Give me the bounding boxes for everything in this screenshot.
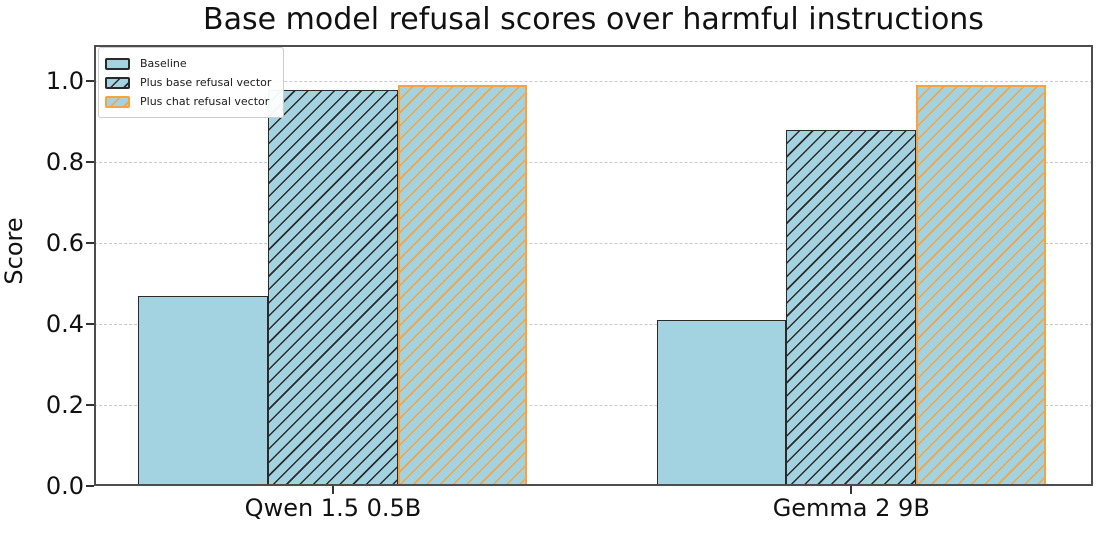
legend-label-plus-base-refusal-vector: Plus base refusal vector — [140, 76, 272, 89]
gridline-0.8 — [94, 162, 1093, 164]
y-tick-label-0.0: 0.0 — [45, 472, 84, 500]
y-tick-mark-0.4 — [86, 323, 94, 326]
x-tick-label-gemma-2-9b: Gemma 2 9B — [772, 494, 930, 522]
y-tick-label-1.0: 1.0 — [45, 67, 84, 96]
legend-label-plus-chat-refusal-vector: Plus chat refusal vector — [140, 95, 270, 108]
legend-swatch-plus-base-refusal-vector — [105, 76, 130, 89]
x-tick-mark-gemma-2-9b — [850, 486, 853, 494]
y-tick-label-0.4: 0.4 — [45, 310, 84, 339]
y-tick-mark-0.2 — [86, 404, 94, 407]
legend-swatch-plus-chat-refusal-vector — [105, 95, 130, 108]
legend: Baseline Plus base refusal vector Plus cha… — [98, 47, 285, 118]
y-tick-mark-1.0 — [86, 80, 94, 83]
plus-base-refusal-vector-bar-gemma-2-9b — [786, 129, 917, 486]
gridline-0.4 — [94, 324, 1093, 326]
legend-item-plus-base-refusal-vector: Plus base refusal vector — [105, 73, 271, 92]
gridline-1 — [94, 81, 1093, 83]
x-tick-label-qwen-1-5-0-5b: Qwen 1.5 0.5B — [244, 494, 422, 522]
y-tick-label-0.2: 0.2 — [45, 391, 84, 420]
baseline-bar-gemma-2-9b — [656, 320, 787, 486]
plot-area: Baseline Plus base refusal vector Plus cha… — [94, 45, 1093, 486]
y-tick-label-0.8: 0.8 — [45, 148, 84, 177]
x-tick-mark-qwen-1-5-0-5b — [331, 486, 334, 494]
y-tick-mark-0.0 — [86, 485, 94, 487]
legend-item-baseline: Baseline — [105, 54, 271, 73]
chart-title: Base model refusal scores over harmful i… — [203, 2, 984, 37]
baseline-bar-qwen-1-5-0-5b — [138, 295, 269, 486]
y-tick-label-0.6: 0.6 — [45, 229, 84, 258]
y-tick-mark-0.8 — [86, 161, 94, 164]
legend-swatch-baseline — [105, 57, 130, 70]
legend-item-plus-chat-refusal-vector: Plus chat refusal vector — [105, 92, 271, 111]
y-tick-mark-0.6 — [86, 242, 94, 245]
plus-chat-refusal-vector-bar-gemma-2-9b — [916, 85, 1046, 486]
plus-base-refusal-vector-bar-qwen-1-5-0-5b — [268, 89, 398, 486]
gridline-0.6 — [94, 243, 1093, 245]
legend-label-baseline: Baseline — [140, 57, 187, 70]
plus-chat-refusal-vector-bar-qwen-1-5-0-5b — [397, 85, 528, 486]
gridline-0.2 — [94, 405, 1093, 407]
